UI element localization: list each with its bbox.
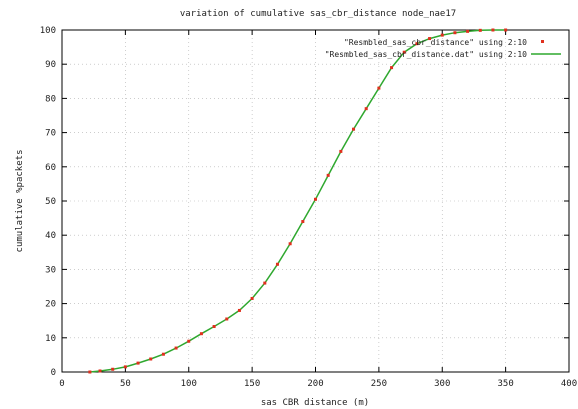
data-point bbox=[440, 33, 444, 37]
y-tick-label: 50 bbox=[45, 197, 56, 207]
data-point bbox=[339, 149, 343, 153]
data-point bbox=[352, 127, 356, 131]
legend-swatch-1 bbox=[541, 40, 544, 43]
data-point bbox=[428, 37, 432, 41]
data-point bbox=[136, 361, 140, 365]
y-tick-label: 40 bbox=[45, 231, 56, 241]
x-tick-label: 250 bbox=[371, 379, 387, 389]
data-point bbox=[199, 332, 203, 336]
series-line bbox=[89, 29, 506, 373]
y-tick-label: 60 bbox=[45, 163, 56, 173]
x-tick-label: 100 bbox=[181, 379, 197, 389]
data-point bbox=[237, 308, 241, 312]
data-point bbox=[453, 31, 457, 35]
series-points bbox=[88, 28, 508, 374]
data-point bbox=[263, 281, 267, 285]
x-tick-label: 200 bbox=[307, 379, 323, 389]
x-tick-label: 0 bbox=[59, 379, 64, 389]
y-tick-label: 80 bbox=[45, 94, 56, 104]
data-point bbox=[88, 370, 92, 374]
data-point bbox=[275, 262, 279, 266]
data-point bbox=[326, 173, 330, 177]
data-point bbox=[225, 317, 229, 321]
data-point bbox=[301, 220, 305, 224]
y-tick-label: 100 bbox=[40, 26, 56, 36]
data-point bbox=[364, 107, 368, 111]
data-point bbox=[478, 28, 482, 32]
x-axis-ticks: 0 50 100 150 200 250 300 350 400 bbox=[59, 30, 577, 389]
data-point bbox=[377, 86, 381, 90]
data-point bbox=[402, 50, 406, 54]
data-point bbox=[161, 352, 165, 356]
grid bbox=[62, 30, 569, 372]
x-tick-label: 150 bbox=[244, 379, 260, 389]
y-axis-ticks: 0 10 20 30 40 50 60 70 80 90 100 bbox=[40, 26, 569, 378]
data-point bbox=[174, 346, 178, 350]
data-point bbox=[187, 339, 191, 343]
data-point bbox=[123, 365, 127, 369]
x-axis-label: sas CBR distance (m) bbox=[261, 398, 369, 408]
y-tick-label: 70 bbox=[45, 129, 56, 139]
data-point bbox=[149, 357, 153, 361]
y-tick-label: 90 bbox=[45, 60, 56, 70]
y-tick-label: 20 bbox=[45, 300, 56, 310]
y-tick-label: 10 bbox=[45, 334, 56, 344]
data-point bbox=[98, 369, 102, 373]
data-point bbox=[491, 28, 495, 32]
legend: "Resmbled_sas_cbr_distance" using 2:10 "… bbox=[325, 38, 561, 59]
data-point bbox=[314, 197, 317, 201]
x-tick-label: 300 bbox=[434, 379, 450, 389]
data-point bbox=[415, 42, 419, 46]
legend-label-2: "Resmbled_sas_cbr_distance.dat" using 2:… bbox=[325, 50, 527, 59]
x-tick-label: 400 bbox=[561, 379, 577, 389]
data-point bbox=[111, 367, 115, 371]
chart-title: variation of cumulative sas_cbr_distance… bbox=[180, 9, 456, 19]
data-point bbox=[250, 296, 254, 300]
series-line-path bbox=[89, 29, 506, 373]
data-point bbox=[466, 29, 470, 33]
data-point bbox=[212, 325, 216, 329]
data-point bbox=[288, 242, 292, 246]
legend-label-1: "Resmbled_sas_cbr_distance" using 2:10 bbox=[344, 38, 527, 47]
data-point bbox=[504, 28, 508, 32]
data-point bbox=[390, 66, 394, 70]
y-tick-label: 0 bbox=[51, 368, 56, 378]
y-tick-label: 30 bbox=[45, 265, 56, 275]
x-tick-label: 350 bbox=[497, 379, 513, 389]
y-axis-label: cumulative %packets bbox=[15, 150, 25, 253]
x-tick-label: 50 bbox=[120, 379, 131, 389]
